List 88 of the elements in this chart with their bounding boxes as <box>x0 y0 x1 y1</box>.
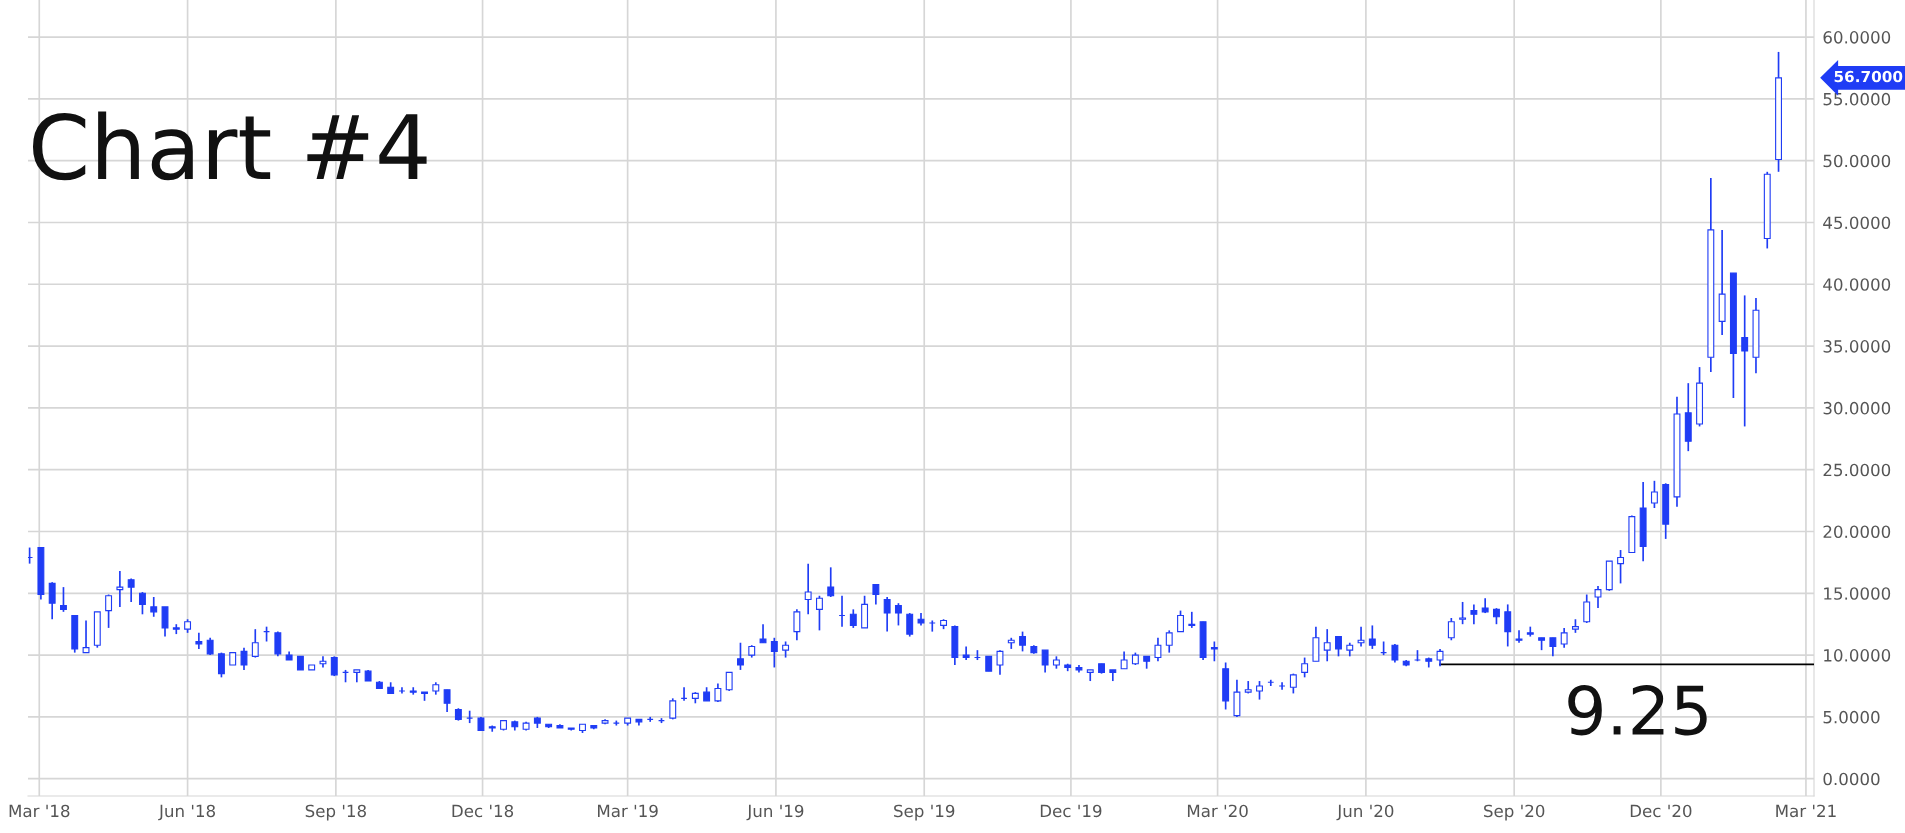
candlestick <box>48 581 56 621</box>
candlestick <box>1278 681 1286 691</box>
candlestick <box>1515 629 1523 644</box>
x-tick-label: Dec '20 <box>1630 804 1692 818</box>
x-tick-label: Dec '19 <box>1040 804 1102 818</box>
y-tick-label: 30.0000 <box>1823 401 1891 415</box>
candlestick <box>861 594 869 629</box>
candlestick <box>793 608 801 642</box>
x-tick-label: Mar '19 <box>598 804 658 818</box>
candlestick <box>1741 294 1749 428</box>
candlestick <box>770 636 778 669</box>
candlestick <box>1256 680 1263 701</box>
y-tick-label: 10.0000 <box>1824 649 1891 662</box>
candlestick <box>928 619 936 633</box>
candlestick <box>82 619 90 654</box>
candlestick <box>737 641 744 671</box>
candlestick <box>251 628 259 659</box>
candlestick <box>1549 636 1557 658</box>
candlestick <box>60 586 67 613</box>
candlestick <box>1560 627 1568 649</box>
x-tick-label: Sep '20 <box>1484 804 1545 821</box>
x-tick-label: Jun '18 <box>158 804 215 821</box>
x-tick-label: Sep '18 <box>305 804 366 821</box>
candlestick <box>105 593 113 629</box>
x-tick-label: Mar '18 <box>9 804 70 818</box>
y-tick-label: 25.0000 <box>1823 463 1891 477</box>
x-tick-label: Dec '18 <box>452 804 514 818</box>
candlestick <box>906 612 914 638</box>
candlestick <box>1650 479 1658 509</box>
candlestick <box>827 566 835 598</box>
annotation: Chart #4 <box>32 111 427 181</box>
candlestick <box>1323 628 1331 663</box>
x-tick-label: Sep '19 <box>894 804 955 821</box>
y-tick-label: 15.0000 <box>1824 587 1891 600</box>
candlestick <box>1301 656 1309 679</box>
y-tick-label: 55.0000 <box>1823 92 1891 106</box>
candlestick <box>872 583 880 606</box>
candlestick <box>1594 585 1602 609</box>
candlestick <box>1459 601 1467 626</box>
x-tick-label: Jun '20 <box>1336 804 1394 821</box>
candlestick <box>1154 636 1162 663</box>
y-tick-label: 40.0000 <box>1823 278 1891 291</box>
candlestick <box>714 682 722 703</box>
candlestick <box>217 651 225 679</box>
candlestick <box>1233 678 1241 718</box>
candlestick <box>849 608 857 629</box>
candlestick <box>443 688 451 713</box>
y-tick-label: 60.0000 <box>1823 31 1891 44</box>
x-tick-label: Mar '21 <box>1776 804 1836 818</box>
y-tick-label: 20.0000 <box>1823 525 1891 539</box>
candlestick <box>759 623 767 644</box>
candlestick <box>1583 593 1591 624</box>
candlestick <box>883 596 891 633</box>
candlestick <box>116 570 124 608</box>
candlestick <box>1368 624 1376 650</box>
text: 56.7000 <box>1834 70 1903 83</box>
x-tick-label: Mar '20 <box>1187 804 1248 818</box>
candlestick <box>1335 635 1342 658</box>
candlestick <box>1177 609 1184 633</box>
candlestick <box>894 602 902 627</box>
candlestick <box>1470 603 1478 626</box>
candlestick <box>150 596 158 618</box>
candlestick <box>1165 629 1173 654</box>
y-tick-label: 50.0000 <box>1823 154 1891 168</box>
candlestick <box>1391 643 1399 664</box>
y-tick-label: 45.0000 <box>1823 216 1891 230</box>
candlestick <box>138 591 146 616</box>
annotation: 9.25 <box>1568 684 1707 736</box>
candlestick <box>161 606 169 638</box>
candlestick <box>725 671 733 692</box>
candlestick <box>996 649 1004 676</box>
candlestick <box>815 594 823 632</box>
candlestick <box>1041 649 1049 674</box>
y-tick-label: 35.0000 <box>1823 340 1891 353</box>
candlestick <box>1617 549 1625 585</box>
candlestick <box>1504 603 1512 648</box>
candlestick <box>240 646 248 671</box>
x-tick-label: Jun '19 <box>746 804 804 821</box>
candlestick <box>1312 625 1320 663</box>
candlestick <box>127 577 135 603</box>
candlestick <box>804 562 812 616</box>
candlestick <box>1210 640 1218 663</box>
candlestick <box>1019 630 1027 653</box>
candlestick <box>1447 617 1455 642</box>
y-tick-label: 5.0000 <box>1823 710 1880 724</box>
candlestick <box>274 630 282 658</box>
y-tick-label: 0.0000 <box>1823 772 1880 786</box>
candlestick <box>1188 610 1196 629</box>
